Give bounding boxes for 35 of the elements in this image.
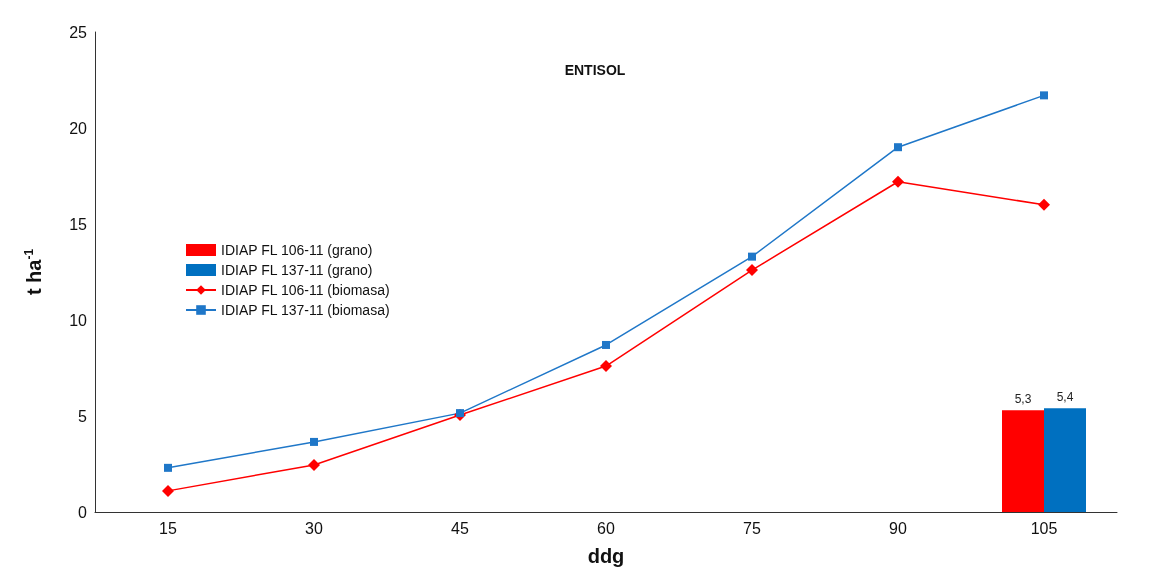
point [748, 252, 756, 261]
legend-label: IDIAP FL 106-11 (grano) [221, 242, 373, 258]
point [164, 463, 172, 472]
y-tick-label: 15 [69, 215, 88, 233]
x-tick-label: 45 [451, 519, 469, 537]
legend-label: IDIAP FL 137-11 (grano) [221, 262, 373, 278]
point [308, 458, 320, 471]
point [456, 409, 464, 418]
y-tick-label: 0 [78, 503, 88, 521]
point [746, 264, 758, 277]
point [310, 437, 318, 446]
data-label: 5,3 [1014, 392, 1032, 407]
x-tick-label: 30 [305, 519, 323, 537]
legend-label: IDIAP FL 137-11 (biomasa) [221, 302, 390, 318]
y-tick-label: 5 [78, 407, 88, 425]
legend-label: IDIAP FL 106-11 (biomasa) [221, 282, 390, 298]
y-tick-label: 10 [69, 311, 88, 329]
point [602, 340, 610, 349]
y-tick-label: 20 [69, 119, 88, 137]
point [892, 175, 904, 188]
x-axis-title: ddg [587, 545, 625, 567]
point [894, 143, 902, 152]
x-tick-label: 90 [889, 519, 907, 537]
point [1040, 91, 1048, 100]
y-axis-title: t ha-1 [22, 248, 45, 296]
y-tick-label: 25 [69, 23, 88, 41]
point [1038, 198, 1050, 211]
x-tick-label: 105 [1030, 519, 1058, 537]
x-tick-label: 60 [597, 519, 615, 537]
point [600, 360, 612, 373]
point [162, 484, 174, 497]
x-tick-label: 15 [159, 519, 177, 537]
data-label: 5,4 [1056, 390, 1074, 405]
x-tick-label: 75 [743, 519, 761, 537]
text: ENTISOL [564, 62, 626, 78]
